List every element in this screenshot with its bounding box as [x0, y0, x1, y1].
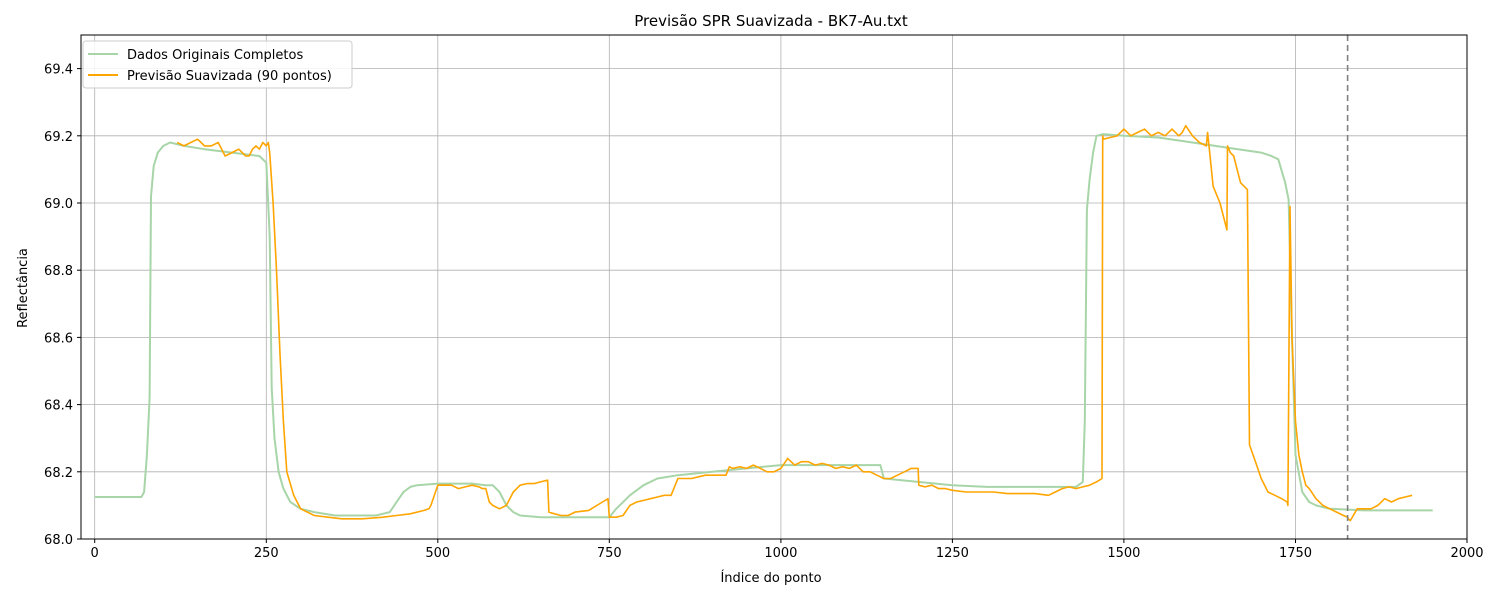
chart-title: Previsão SPR Suavizada - BK7-Au.txt — [634, 12, 908, 30]
x-tick-label: 1750 — [1279, 546, 1312, 561]
series-line-1 — [176, 124, 1413, 522]
y-tick-label: 68.4 — [44, 399, 73, 414]
legend-label-forecast: Previsão Suavizada (90 pontos) — [127, 69, 332, 84]
plot-area-frame — [80, 34, 1468, 540]
x-tick-label: 250 — [254, 546, 279, 561]
x-tick-label: 0 — [91, 546, 99, 561]
x-tick-label: 750 — [597, 546, 622, 561]
y-tick-label: 68.2 — [44, 466, 73, 481]
legend: Dados Originais Completos Previsão Suavi… — [82, 40, 353, 89]
series-lines — [94, 124, 1433, 522]
y-tick-label: 68.6 — [44, 331, 73, 346]
x-tick-label: 2000 — [1450, 546, 1483, 561]
x-tick-label: 500 — [425, 546, 450, 561]
x-tick-label: 1250 — [936, 546, 969, 561]
y-tick-label: 68.0 — [44, 533, 73, 548]
y-axis-ticks: 68.0 68.2 68.4 68.6 68.8 69.0 69.2 69.4 — [44, 63, 81, 548]
y-tick-label: 69.2 — [44, 130, 73, 145]
y-tick-label: 69.0 — [44, 197, 73, 212]
x-tick-label: 1000 — [764, 546, 797, 561]
y-tick-label: 68.8 — [44, 264, 73, 279]
x-tick-label: 1500 — [1107, 546, 1140, 561]
legend-box — [82, 40, 353, 89]
y-axis-label: Reflectância — [16, 248, 31, 328]
x-axis-label: Índice do ponto — [720, 570, 821, 586]
legend-label-original: Dados Originais Completos — [127, 48, 303, 63]
y-tick-label: 69.4 — [44, 63, 73, 78]
x-axis-ticks: 0 250 500 750 1000 1250 1500 1750 2000 — [91, 539, 1484, 561]
